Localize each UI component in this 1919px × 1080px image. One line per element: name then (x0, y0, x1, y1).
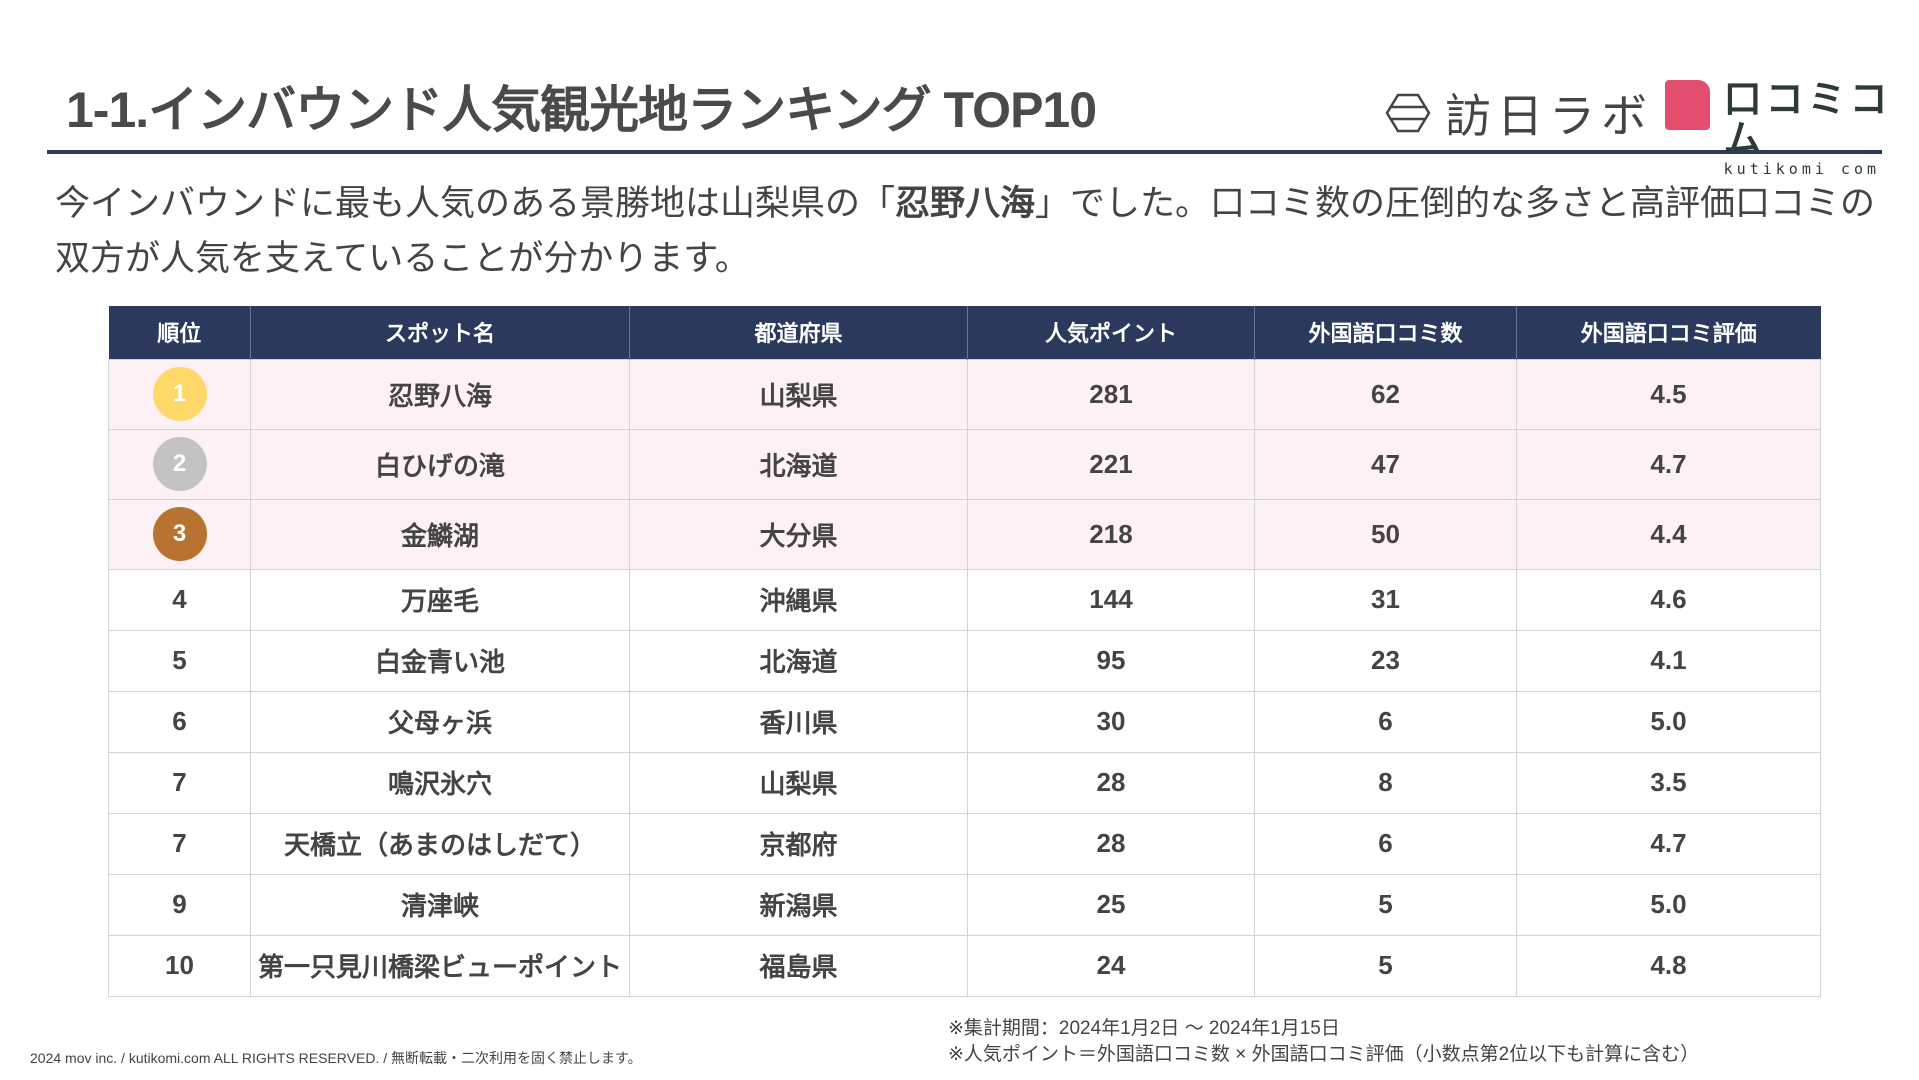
cell-pref: 福島県 (629, 934, 968, 997)
cell-count: 62 (1254, 358, 1517, 430)
column-header: 人気ポイント (967, 306, 1255, 359)
cell-rank: 3 (108, 498, 251, 570)
table-row: 4 万座毛 沖縄県 144 31 4.6 (108, 568, 1821, 631)
cell-name: 父母ヶ浜 (250, 690, 630, 753)
cell-pref: 新潟県 (629, 873, 968, 936)
cell-rating: 3.5 (1516, 751, 1821, 814)
cell-count: 6 (1254, 812, 1517, 875)
cell-name: 万座毛 (250, 568, 630, 631)
cell-pref: 山梨県 (629, 751, 968, 814)
table-row: 5 白金青い池 北海道 95 23 4.1 (108, 629, 1821, 692)
notes: ※集計期間：2024年1月2日 〜 2024年1月15日 ※人気ポイント＝外国語… (948, 1016, 1699, 1068)
cell-pref: 北海道 (629, 428, 968, 500)
copyright: 2024 mov inc. / kutikomi.com ALL RIGHTS … (30, 1050, 642, 1066)
rank-medal: 2 (152, 437, 207, 491)
cell-name: 金鱗湖 (250, 498, 630, 570)
cell-rating: 4.7 (1516, 812, 1821, 875)
cell-points: 30 (967, 690, 1255, 753)
table-row: 6 父母ヶ浜 香川県 30 6 5.0 (108, 690, 1821, 753)
cell-name: 白ひげの滝 (250, 428, 630, 500)
cell-points: 221 (967, 428, 1255, 500)
lead-before: 今インバウンドに最も人気のある景勝地は山梨県の「 (55, 184, 896, 223)
cell-points: 218 (967, 498, 1255, 570)
logo-right-en: kutikomi com (1723, 160, 1881, 178)
column-header: 順位 (108, 306, 251, 359)
cell-count: 31 (1254, 568, 1517, 631)
cell-rank: 1 (108, 358, 251, 430)
cell-points: 144 (967, 568, 1255, 631)
cell-name: 鳴沢氷穴 (250, 751, 630, 814)
hexagon-logo-icon (1385, 93, 1431, 133)
cell-rating: 4.6 (1516, 568, 1821, 631)
cell-rating: 4.5 (1516, 358, 1821, 430)
lead-highlight: 忍野八海 (895, 184, 1036, 223)
table-row: 1 忍野八海 山梨県 281 62 4.5 (108, 358, 1821, 430)
cell-points: 28 (967, 751, 1255, 814)
cell-name: 第一只見川橋梁ビューポイント (250, 934, 630, 997)
cell-rating: 4.7 (1516, 428, 1821, 500)
speech-bubble-icon (1665, 80, 1710, 130)
table-row: 2 白ひげの滝 北海道 221 47 4.7 (108, 428, 1821, 500)
cell-count: 6 (1254, 690, 1517, 753)
column-header: 外国語口コミ数 (1254, 306, 1517, 359)
column-header: スポット名 (250, 306, 630, 359)
cell-pref: 山梨県 (629, 358, 968, 430)
table-row: 3 金鱗湖 大分県 218 50 4.4 (108, 498, 1821, 570)
header-divider (47, 150, 1882, 154)
logo-right-jp: 口コミコム (1723, 79, 1892, 161)
table-row: 10 第一只見川橋梁ビューポイント 福島県 24 5 4.8 (108, 934, 1821, 997)
note-formula: ※人気ポイント＝外国語口コミ数 × 外国語口コミ評価（小数点第2位以下も計算に含… (948, 1044, 1700, 1065)
cell-points: 281 (967, 358, 1255, 430)
cell-points: 25 (967, 873, 1255, 936)
cell-rank: 2 (108, 428, 251, 500)
cell-points: 28 (967, 812, 1255, 875)
table-row: 7 天橋立（あまのはしだて） 京都府 28 6 4.7 (108, 812, 1821, 875)
cell-rating: 4.4 (1516, 498, 1821, 570)
cell-points: 95 (967, 629, 1255, 692)
rank-medal: 3 (152, 507, 207, 561)
houjin-lab-logo: 訪日ラボ (1385, 80, 1653, 146)
cell-pref: 京都府 (629, 812, 968, 875)
cell-pref: 北海道 (629, 629, 968, 692)
cell-rank: 10 (108, 934, 251, 997)
cell-count: 5 (1254, 873, 1517, 936)
cell-rank: 9 (108, 873, 251, 936)
cell-name: 清津峡 (250, 873, 630, 936)
cell-pref: 香川県 (629, 690, 968, 753)
cell-rank: 4 (108, 568, 251, 631)
cell-name: 忍野八海 (250, 358, 630, 430)
column-header: 外国語口コミ評価 (1516, 306, 1821, 359)
column-header: 都道府県 (629, 306, 968, 359)
cell-rating: 5.0 (1516, 690, 1821, 753)
cell-rating: 4.8 (1516, 934, 1821, 997)
cell-count: 47 (1254, 428, 1517, 500)
cell-pref: 大分県 (629, 498, 968, 570)
cell-count: 5 (1254, 934, 1517, 997)
cell-pref: 沖縄県 (629, 568, 968, 631)
cell-points: 24 (967, 934, 1255, 997)
page-title: 1-1.インバウンド人気観光地ランキング TOP10 (66, 82, 1097, 138)
lead-text: 今インバウンドに最も人気のある景勝地は山梨県の「忍野八海」でした。口コミ数の圧倒… (55, 176, 1885, 286)
cell-rank: 6 (108, 690, 251, 753)
lead-after: 」でした。口コミ数の圧倒的な多さと高評価口コミの双方が人気を支えていることが分か… (55, 184, 1876, 278)
cell-rank: 7 (108, 812, 251, 875)
note-period: ※集計期間：2024年1月2日 〜 2024年1月15日 (948, 1018, 1340, 1039)
cell-rating: 5.0 (1516, 873, 1821, 936)
table-row: 9 清津峡 新潟県 25 5 5.0 (108, 873, 1821, 936)
cell-count: 8 (1254, 751, 1517, 814)
cell-rank: 5 (108, 629, 251, 692)
rank-medal: 1 (152, 367, 207, 421)
ranking-table: 順位 スポット名 都道府県 人気ポイント 外国語口コミ数 外国語口コミ評価 1 忍野八海 山梨… (108, 306, 1821, 997)
cell-rank: 7 (108, 751, 251, 814)
cell-count: 23 (1254, 629, 1517, 692)
cell-name: 白金青い池 (250, 629, 630, 692)
cell-count: 50 (1254, 498, 1517, 570)
cell-name: 天橋立（あまのはしだて） (250, 812, 630, 875)
table-row: 7 鳴沢氷穴 山梨県 28 8 3.5 (108, 751, 1821, 814)
logo-left-text: 訪日ラボ (1445, 90, 1653, 142)
cell-rating: 4.1 (1516, 629, 1821, 692)
kutikomi-logo: 口コミコム kutikomi com (1665, 80, 1919, 178)
